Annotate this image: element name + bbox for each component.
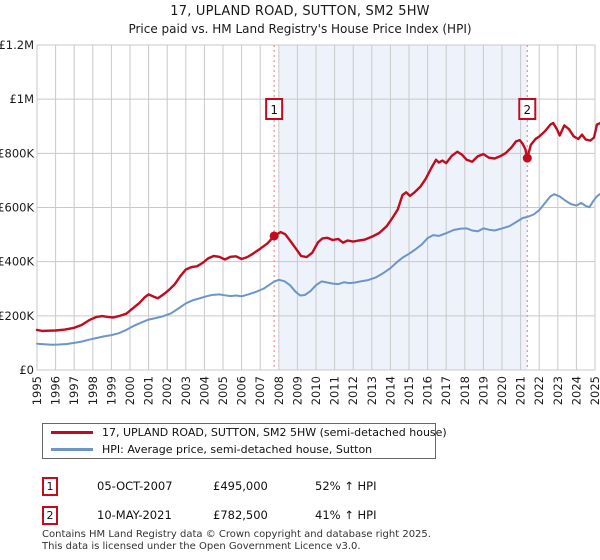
svg-text:2023: 2023 <box>551 376 565 405</box>
page-title: 17, UPLAND ROAD, SUTTON, SM2 5HW <box>170 4 430 19</box>
svg-text:2002: 2002 <box>160 376 174 405</box>
sale-1-hpi-change: 52% ↑ HPI <box>315 479 377 493</box>
svg-text:2000: 2000 <box>123 376 137 405</box>
svg-text:2003: 2003 <box>179 376 193 405</box>
svg-text:£400K: £400K <box>0 255 34 269</box>
page-subtitle: Price paid vs. HM Land Registry's House … <box>128 22 472 36</box>
svg-text:2010: 2010 <box>309 376 323 405</box>
sale-2-hpi-change: 41% ↑ HPI <box>315 508 377 522</box>
svg-text:1996: 1996 <box>49 376 63 405</box>
svg-text:2005: 2005 <box>216 376 230 405</box>
sale-1-price: £495,000 <box>213 479 268 493</box>
footer: Contains HM Land Registry data © Crown c… <box>42 529 431 552</box>
svg-text:2016: 2016 <box>421 376 435 405</box>
svg-text:1995: 1995 <box>30 376 44 405</box>
svg-text:£200K: £200K <box>0 309 34 323</box>
svg-text:2013: 2013 <box>365 376 379 405</box>
svg-text:2007: 2007 <box>253 376 267 405</box>
marker-2-badge: 2 <box>42 506 58 525</box>
legend-label-hpi: HPI: Average price, semi-detached house,… <box>102 442 373 456</box>
svg-text:2015: 2015 <box>402 376 416 405</box>
svg-text:2001: 2001 <box>142 376 156 405</box>
svg-text:2019: 2019 <box>476 376 490 405</box>
svg-text:2022: 2022 <box>532 376 546 405</box>
svg-text:2014: 2014 <box>383 376 397 405</box>
svg-text:2025: 2025 <box>588 376 600 405</box>
blue-line-swatch-icon <box>51 447 93 451</box>
footer-copyright: Contains HM Land Registry data © Crown c… <box>42 529 431 540</box>
svg-text:2: 2 <box>523 103 531 117</box>
svg-text:2021: 2021 <box>514 376 528 405</box>
price-chart-svg: 1 2 £0 £200K £400K £600K £800K £1M £1.2M 1995 1996… <box>0 38 600 405</box>
svg-text:2024: 2024 <box>569 376 583 405</box>
svg-text:2004: 2004 <box>197 376 211 405</box>
svg-text:2018: 2018 <box>458 376 472 405</box>
red-line-swatch-icon <box>51 431 93 435</box>
marker-1-badge: 1 <box>42 477 58 496</box>
svg-text:£800K: £800K <box>0 146 34 160</box>
svg-text:£1M: £1M <box>9 92 34 106</box>
svg-text:1997: 1997 <box>67 376 81 405</box>
legend-item-hpi: HPI: Average price, semi-detached house,… <box>43 442 435 457</box>
svg-text:2012: 2012 <box>346 376 360 405</box>
svg-text:1: 1 <box>270 103 278 117</box>
sale-2-price: £782,500 <box>213 508 268 522</box>
svg-text:1999: 1999 <box>104 376 118 405</box>
legend-label-property: 17, UPLAND ROAD, SUTTON, SM2 5HW (semi-d… <box>102 426 447 440</box>
svg-text:2006: 2006 <box>235 376 249 405</box>
svg-text:£0: £0 <box>19 363 34 377</box>
sale-2-date: 10-MAY-2021 <box>97 508 172 522</box>
svg-text:2017: 2017 <box>439 376 453 405</box>
svg-text:2008: 2008 <box>272 376 286 405</box>
svg-text:£1.2M: £1.2M <box>0 38 34 52</box>
footer-licence: This data is licensed under the Open Gov… <box>42 540 361 552</box>
svg-text:2011: 2011 <box>328 376 342 405</box>
sale-1-date: 05-OCT-2007 <box>97 479 173 493</box>
svg-text:2020: 2020 <box>495 376 509 405</box>
legend: 17, UPLAND ROAD, SUTTON, SM2 5HW (semi-d… <box>42 423 447 459</box>
svg-text:1998: 1998 <box>86 376 100 405</box>
svg-text:£600K: £600K <box>0 201 34 215</box>
legend-item-property: 17, UPLAND ROAD, SUTTON, SM2 5HW (semi-d… <box>43 425 447 440</box>
svg-text:2009: 2009 <box>290 376 304 405</box>
